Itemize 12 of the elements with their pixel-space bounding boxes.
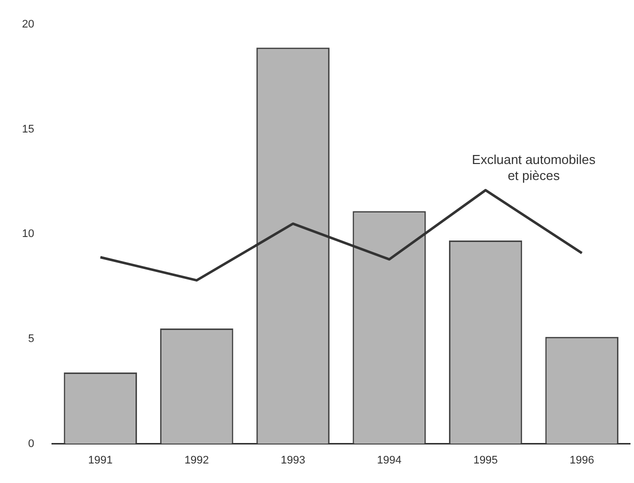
x-tick-label: 1996 xyxy=(570,454,594,466)
y-tick-label: 0 xyxy=(28,438,34,450)
y-tick-label: 10 xyxy=(22,228,34,240)
x-tick-label: 1993 xyxy=(280,454,306,466)
x-tick-label: 1991 xyxy=(88,454,113,466)
series-label: Excluant automobiles et pièces xyxy=(472,152,596,183)
x-tick-label: 1994 xyxy=(377,454,402,466)
x-tick-label: 1992 xyxy=(184,454,209,466)
y-tick-label: 5 xyxy=(28,333,34,346)
x-tick-label: 1995 xyxy=(473,454,498,466)
y-tick-label: 15 xyxy=(22,123,34,136)
y-tick-label: 20 xyxy=(22,18,34,31)
